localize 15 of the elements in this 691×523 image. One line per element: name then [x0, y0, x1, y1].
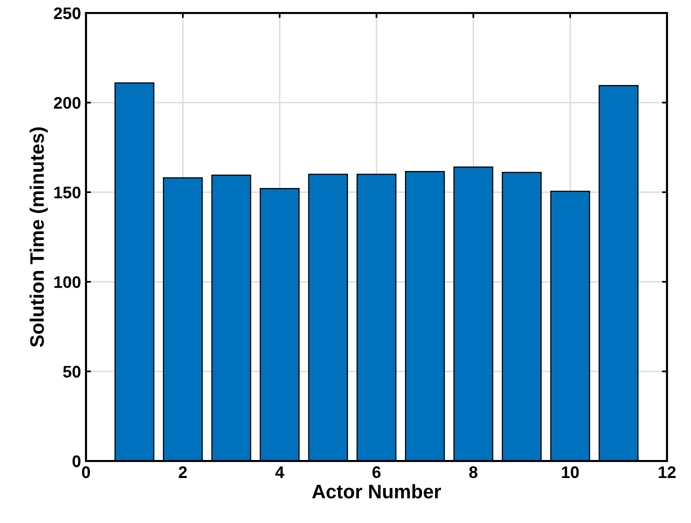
x-axis-title: Actor Number: [312, 484, 442, 498]
y-tick-label: 0: [72, 455, 80, 468]
y-tick-label: 150: [54, 186, 80, 198]
x-tick-label: 2: [178, 466, 187, 478]
x-tick-label: 0: [82, 466, 90, 478]
x-tick-label: 6: [372, 466, 381, 478]
x-tick-label: 8: [469, 466, 478, 478]
y-axis-title: Solution Time (minutes): [30, 127, 48, 347]
y-tick-label: 50: [63, 366, 80, 378]
x-tick-label: 10: [562, 466, 579, 478]
y-tick-label: 100: [54, 276, 80, 288]
y-tick-label: 200: [54, 97, 80, 109]
x-tick-label: 4: [275, 466, 284, 478]
y-tick-label: 250: [54, 7, 80, 20]
x-tick-label: 12: [658, 466, 676, 478]
